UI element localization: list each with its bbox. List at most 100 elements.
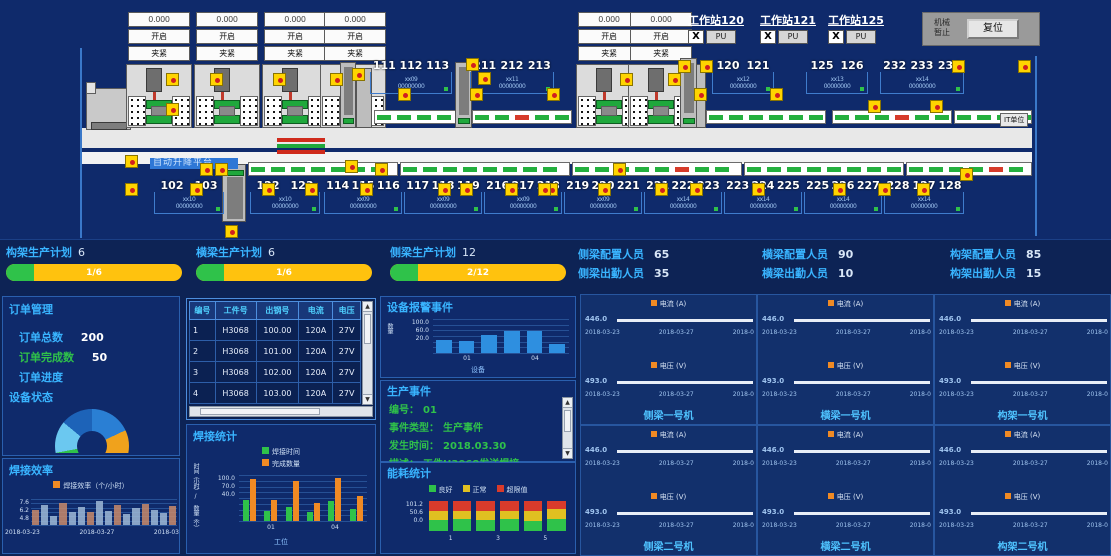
machine-stop-reset-panel[interactable]: 机械 暂止 复位: [922, 12, 1040, 46]
alarm-indicator[interactable]: [752, 183, 765, 196]
station-number[interactable]: 233: [910, 59, 934, 72]
alarm-indicator[interactable]: [345, 160, 358, 173]
process-diagram[interactable]: 0.000 开启 夹紧 0.000 开启 夹紧 0.000 开启 夹紧 0.000 开启 夹紧 0.00…: [0, 0, 1111, 240]
station-number[interactable]: 225: [776, 179, 800, 192]
machine-control-stack[interactable]: 0.000 开启 夹紧: [264, 12, 326, 63]
workstation-pu-button[interactable]: PU: [846, 30, 876, 44]
alarm-indicator[interactable]: [868, 100, 881, 113]
station-number[interactable]: 120: [716, 59, 740, 72]
alarm-indicator[interactable]: [547, 88, 560, 101]
workstation-header[interactable]: 工作站121 X PU: [760, 12, 816, 44]
machine-open-button[interactable]: 开启: [630, 29, 692, 44]
alarm-indicator[interactable]: [460, 183, 473, 196]
machine-control-stack[interactable]: 0.000 开启 夹紧: [578, 12, 640, 63]
station-number[interactable]: 117: [406, 179, 430, 192]
event-vertical-scrollbar[interactable]: ▲ ▼: [562, 397, 573, 459]
station-number[interactable]: 232: [883, 59, 907, 72]
station-number[interactable]: 112: [399, 59, 423, 72]
workpiece-table-panel[interactable]: 编号 工件号 出钢号 电流 电压 1 H3068 100.00 120A 27V 2 H3068 10…: [186, 298, 376, 420]
it-unit-badge[interactable]: IT单位: [1000, 113, 1029, 127]
alarm-indicator[interactable]: [360, 183, 373, 196]
reset-button[interactable]: 复位: [967, 19, 1019, 39]
event-scroll-down-arrow[interactable]: ▼: [563, 448, 572, 458]
workpiece-table[interactable]: 编号 工件号 出钢号 电流 电压 1 H3068 100.00 120A 27V 2 H3068 10…: [189, 301, 361, 404]
station-group[interactable]: 120 121 xx12 00000000: [712, 59, 774, 94]
machine-clamp-button[interactable]: 夹紧: [630, 46, 692, 61]
alarm-indicator[interactable]: [215, 163, 228, 176]
station-number[interactable]: 212: [500, 59, 524, 72]
production-event-panel[interactable]: 生产事件 编号：01事件类型：生产事件发生时间：2018.03.30描述：工件H…: [380, 380, 576, 470]
machine-panel[interactable]: 电流 (A) 446.0 2018-03-23 2018-03-27 2018-0 电压 …: [757, 425, 934, 556]
production-plan-block[interactable]: 侧梁生产计划 12 2/12: [390, 244, 566, 281]
energy-statistics-plot[interactable]: [427, 501, 569, 531]
workstation-x-button[interactable]: X: [688, 30, 704, 44]
alarm-indicator[interactable]: [466, 58, 479, 71]
machine-control-stack[interactable]: 0.000 开启 夹紧: [324, 12, 386, 63]
machine-clamp-button[interactable]: 夹紧: [578, 46, 640, 61]
machine-clamp-button[interactable]: 夹紧: [128, 46, 190, 61]
alarm-indicator[interactable]: [210, 73, 223, 86]
station-number[interactable]: 113: [426, 59, 450, 72]
machine-clamp-button[interactable]: 夹紧: [324, 46, 386, 61]
station-number[interactable]: 126: [840, 59, 864, 72]
table-row[interactable]: 2 H3068 101.00 120A 27V: [189, 340, 361, 362]
alarm-indicator[interactable]: [620, 73, 633, 86]
welding-statistics-plot[interactable]: [239, 475, 367, 522]
machine-control-stack[interactable]: 0.000 开启 夹紧: [128, 12, 190, 63]
alarm-indicator[interactable]: [166, 103, 179, 116]
machine-open-button[interactable]: 开启: [264, 29, 326, 44]
alarm-indicator[interactable]: [273, 73, 286, 86]
machine-open-button[interactable]: 开启: [196, 29, 258, 44]
machine-panels-grid[interactable]: 电流 (A) 446.0 2018-03-23 2018-03-27 2018-0 电压 …: [580, 294, 1111, 556]
table-horizontal-scrollbar[interactable]: [189, 406, 373, 417]
machine-panel[interactable]: 电流 (A) 446.0 2018-03-23 2018-03-27 2018-0 电压 …: [580, 294, 757, 425]
alarm-indicator[interactable]: [125, 155, 138, 168]
alarm-indicator[interactable]: [770, 88, 783, 101]
station-number[interactable]: 213: [527, 59, 551, 72]
alarm-indicator[interactable]: [470, 88, 483, 101]
workstation-pu-button[interactable]: PU: [706, 30, 736, 44]
table-scroll-thumb[interactable]: [364, 314, 371, 344]
alarm-indicator[interactable]: [952, 60, 965, 73]
alarm-indicator[interactable]: [930, 100, 943, 113]
machine-panel[interactable]: 电流 (A) 446.0 2018-03-23 2018-03-27 2018-0 电压 …: [580, 425, 757, 556]
alarm-indicator[interactable]: [833, 183, 846, 196]
production-plan-bar[interactable]: 2/12: [390, 264, 566, 281]
table-row[interactable]: 1 H3068 100.00 120A 27V: [189, 319, 361, 341]
production-plan-block[interactable]: 横梁生产计划 6 1/6: [196, 244, 372, 281]
scroll-up-arrow[interactable]: ▲: [363, 302, 372, 312]
alarm-indicator[interactable]: [700, 60, 713, 73]
station-number[interactable]: 128: [938, 179, 962, 192]
alarm-events-plot[interactable]: [433, 319, 569, 354]
station-number[interactable]: 227: [856, 179, 880, 192]
station-group[interactable]: 225226227xx1400000000: [804, 179, 882, 214]
station-number[interactable]: 225: [806, 179, 830, 192]
workstation-buttons[interactable]: X PU: [760, 30, 816, 44]
station-number[interactable]: 219: [566, 179, 590, 192]
alarm-indicator[interactable]: [613, 163, 626, 176]
alarm-indicator[interactable]: [694, 88, 707, 101]
alarm-indicator[interactable]: [225, 225, 238, 238]
welding-efficiency-plot[interactable]: [31, 499, 177, 526]
workstation-pu-button[interactable]: PU: [778, 30, 808, 44]
station-number[interactable]: 228: [886, 179, 910, 192]
alarm-indicator[interactable]: [478, 72, 491, 85]
workstation-buttons[interactable]: X PU: [688, 30, 744, 44]
machine-clamp-button[interactable]: 夹紧: [264, 46, 326, 61]
station-number[interactable]: 221: [616, 179, 640, 192]
station-group[interactable]: 232 233 234 xx14 00000000: [880, 59, 964, 94]
station-number[interactable]: 223: [726, 179, 750, 192]
station-number[interactable]: 114: [326, 179, 350, 192]
alarm-indicator[interactable]: [655, 183, 668, 196]
machine-panel[interactable]: 电流 (A) 446.0 2018-03-23 2018-03-27 2018-0 电压 …: [934, 425, 1111, 556]
alarm-indicator[interactable]: [200, 163, 213, 176]
table-row[interactable]: 4 H3068 103.00 120A 27V: [189, 382, 361, 404]
station-group[interactable]: 125 126 xx13 00000000: [806, 59, 868, 94]
alarm-indicator[interactable]: [668, 73, 681, 86]
equipment-status-donut[interactable]: [55, 409, 129, 453]
production-plan-bar[interactable]: 1/6: [196, 264, 372, 281]
scroll-down-arrow[interactable]: ▼: [363, 394, 372, 404]
machine-panel[interactable]: 电流 (A) 446.0 2018-03-23 2018-03-27 2018-0 电压 …: [934, 294, 1111, 425]
station-number[interactable]: 222: [671, 179, 695, 192]
station-number[interactable]: 111: [372, 59, 396, 72]
